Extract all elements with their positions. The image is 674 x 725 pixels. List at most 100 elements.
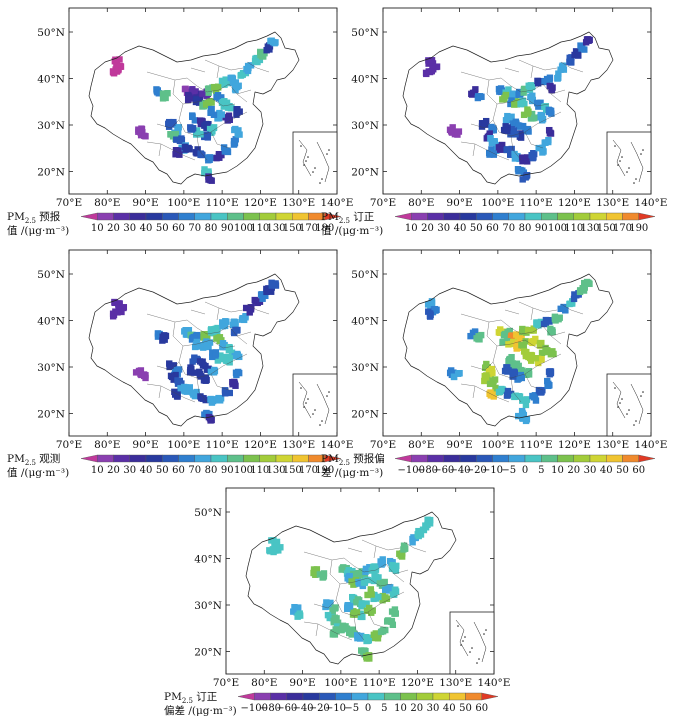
station-marker xyxy=(110,311,118,319)
station-marker xyxy=(499,339,506,346)
station-marker xyxy=(268,282,276,289)
station-marker xyxy=(486,390,493,397)
inset-island xyxy=(633,424,635,426)
station-marker xyxy=(114,309,121,316)
colorbar-label: 150 xyxy=(283,465,302,476)
station-marker xyxy=(172,146,180,154)
inset-island xyxy=(305,402,307,404)
lon-tick-label: 90°E xyxy=(446,197,472,209)
colorbar-segment xyxy=(286,692,304,701)
colorbar-label: 20 xyxy=(421,223,434,234)
colorbar-label: 50 xyxy=(156,465,169,476)
station-marker xyxy=(273,538,281,546)
station-marker xyxy=(227,104,235,112)
colorbar-label: −100 xyxy=(241,703,268,714)
station-marker xyxy=(334,619,342,626)
station-marker xyxy=(344,601,352,609)
station-marker xyxy=(522,338,529,345)
colorbar-label: 190 xyxy=(315,465,334,476)
station-marker xyxy=(174,393,181,400)
inset-island xyxy=(640,395,642,397)
station-marker xyxy=(332,604,339,611)
colorbar-arrow-low xyxy=(394,454,412,463)
colorbar-label: 60 xyxy=(632,465,645,476)
colorbar-segment xyxy=(443,212,461,221)
station-marker xyxy=(209,353,216,361)
map-panel-corrected-bias: 70°E 80°E 90°E 100°E 110°E 120°E 130°E 140°E 50°… xyxy=(164,487,510,717)
south-china-sea-inset xyxy=(606,131,652,195)
station-marker xyxy=(362,565,370,573)
station-marker xyxy=(500,331,508,339)
station-marker xyxy=(213,154,220,162)
lon-tick-label: 80°E xyxy=(251,677,277,689)
lon-tick-label: 140°E xyxy=(321,197,354,209)
station-marker xyxy=(203,120,210,128)
station-marker xyxy=(388,565,396,572)
station-marker xyxy=(267,37,274,45)
station-marker xyxy=(296,612,304,619)
station-marker xyxy=(524,106,531,113)
station-marker xyxy=(205,85,213,92)
inset-island xyxy=(464,636,466,638)
inset-island xyxy=(628,409,630,411)
station-marker xyxy=(547,130,555,137)
lon-tick-label: 110°E xyxy=(206,439,239,451)
colorbar-segment xyxy=(129,212,147,221)
station-marker xyxy=(222,76,229,83)
station-marker xyxy=(218,99,226,107)
station-marker xyxy=(481,364,489,371)
colorbar-label: −60 xyxy=(433,465,454,476)
colorbar-arrow-high xyxy=(324,212,342,221)
lon-tick-label: 80°E xyxy=(408,439,434,451)
lon-tick-label: 130°E xyxy=(282,439,315,451)
colorbar-segment xyxy=(416,692,434,701)
station-marker xyxy=(562,306,569,314)
lon-tick-label: 90°E xyxy=(446,439,472,451)
station-marker xyxy=(549,327,556,334)
colorbar-label: 5 xyxy=(538,465,544,476)
station-marker xyxy=(214,83,222,90)
station-marker xyxy=(233,111,240,118)
colorbar-label: 5 xyxy=(381,703,387,714)
colorbar-segment xyxy=(259,454,277,463)
colorbar-label: 190 xyxy=(315,223,334,234)
colorbar-label: 30 xyxy=(123,465,136,476)
station-marker xyxy=(329,631,337,638)
station-marker xyxy=(487,135,494,142)
china-map xyxy=(402,273,614,427)
station-marker xyxy=(525,327,532,334)
inset-coastline xyxy=(612,381,644,425)
inset-island xyxy=(307,156,309,158)
station-marker xyxy=(388,617,396,625)
station-marker xyxy=(339,565,346,572)
lon-tick-label: 120°E xyxy=(244,439,277,451)
station-marker xyxy=(230,141,238,148)
station-marker xyxy=(518,100,525,108)
inset-island xyxy=(485,629,487,631)
colorbar-unit: 差 /(μg·m⁻³) xyxy=(321,466,383,479)
station-marker xyxy=(568,300,576,307)
station-marker xyxy=(544,382,551,389)
station-marker xyxy=(210,124,218,131)
colorbar-label: −100 xyxy=(398,465,425,476)
inset-island xyxy=(460,644,462,646)
inset-island xyxy=(312,413,314,415)
colorbar-segment xyxy=(541,454,558,463)
station-marker xyxy=(213,93,220,101)
lon-tick-label: 130°E xyxy=(596,197,629,209)
station-marker xyxy=(194,146,201,153)
colorbar-label: 90 xyxy=(535,223,548,234)
station-marker xyxy=(220,343,227,351)
colorbar-label: 20 xyxy=(107,223,120,234)
station-marker xyxy=(267,288,275,295)
station-marker xyxy=(217,355,224,363)
station-marker xyxy=(189,113,196,120)
inset-island xyxy=(471,647,473,649)
station-marker xyxy=(350,570,357,578)
station-marker xyxy=(208,399,216,406)
map-panel-observed: 70°E 80°E 90°E 100°E 110°E 120°E 130°E 140°E 50°… xyxy=(7,249,353,479)
station-marker xyxy=(178,380,185,387)
lon-tick-label: 130°E xyxy=(596,439,629,451)
colorbar-segment xyxy=(606,212,623,221)
station-marker xyxy=(215,150,223,158)
